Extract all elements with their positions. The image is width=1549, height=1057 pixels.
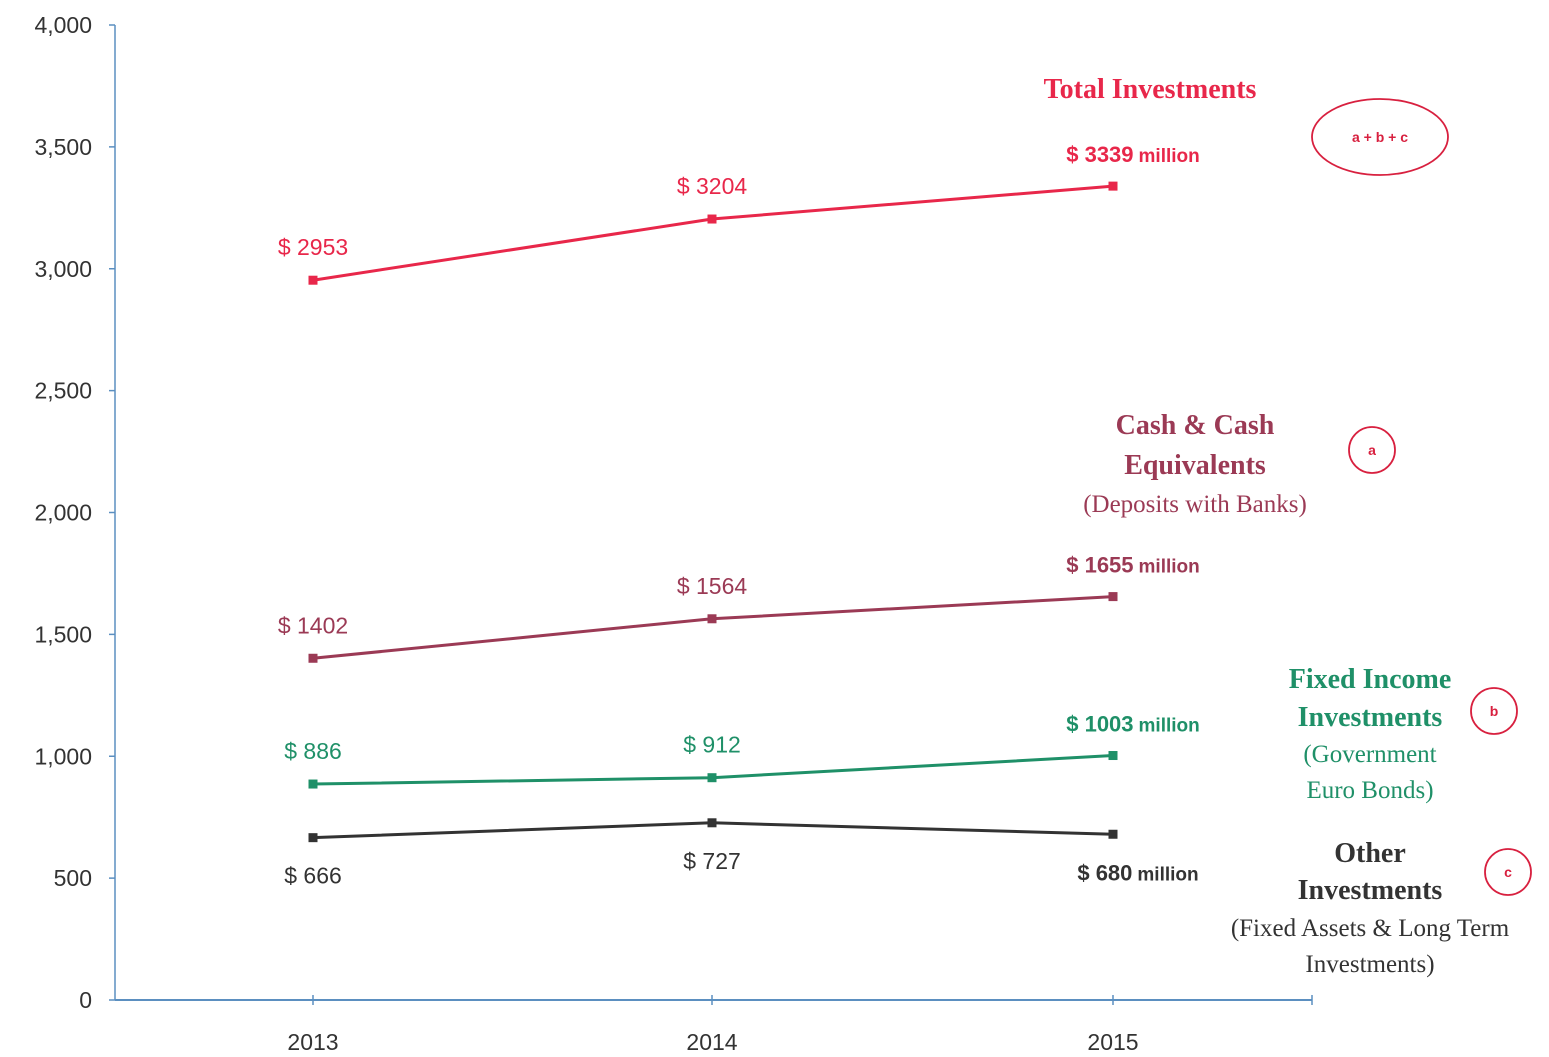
data-label-fixed: $ 886: [284, 738, 342, 764]
annotation-total: Total Investments a + b + c: [1044, 74, 1449, 176]
y-tick-label: 3,000: [34, 256, 92, 282]
chart-series: $ 2953$ 3204$ 3339 million$ 1402$ 1564$ 1…: [278, 142, 1200, 889]
series-fixed: $ 886 $ 912 $ 1003 million: [284, 712, 1200, 789]
data-point-cash: [308, 653, 318, 663]
data-label-cash: $ 1402: [278, 612, 348, 638]
series-cash: $ 1402 $ 1564 $ 1655 million: [278, 553, 1200, 663]
data-label-other: $ 680 million: [1077, 860, 1198, 885]
x-tick-label: 2014: [686, 1029, 737, 1055]
series-name-other: Other: [1334, 838, 1406, 869]
series-sublabel-cash: (Deposits with Banks): [1083, 491, 1307, 518]
data-point-other: [707, 818, 717, 828]
data-point-fixed: [308, 779, 318, 789]
data-label-total: $ 2953: [278, 234, 348, 260]
y-tick-label: 4,000: [34, 12, 92, 38]
annotation-cash: Cash & Cash Equivalents (Deposits with Ban…: [1083, 410, 1396, 518]
badge-label-other: c: [1504, 864, 1512, 880]
annotation-other: Other Investments (Fixed Assets & Long Ter…: [1231, 838, 1532, 978]
y-tick-label: 1,500: [34, 621, 92, 647]
annotation-fixed: Fixed Income Investments (Government Euro B…: [1289, 664, 1518, 804]
chart-axes: 0 500 1,000 1,500 2,000 2,500 3,000 3,500 4,000 2…: [34, 12, 1313, 1055]
data-point-other: [308, 833, 318, 843]
series-total: $ 2953 $ 3204 $ 3339 million: [278, 142, 1200, 285]
series-name-fixed: Fixed Income: [1289, 664, 1452, 695]
data-point-total: [1108, 181, 1118, 191]
data-label-cash: $ 1564: [677, 573, 748, 599]
y-tick-label: 500: [54, 865, 92, 891]
badge-ring-cash: [1348, 426, 1396, 474]
y-tick-label: 1,000: [34, 743, 92, 769]
series-line-cash: [312, 595, 1114, 660]
data-label-other: $ 727: [683, 848, 741, 874]
data-label-total: $ 3339 million: [1066, 142, 1200, 167]
badge-label-fixed: b: [1490, 703, 1499, 719]
series-sublabel-fixed: (Government: [1303, 741, 1436, 768]
data-label-other: $ 666: [284, 863, 342, 889]
x-tick-label: 2015: [1087, 1029, 1138, 1055]
x-tick-label: 2013: [287, 1029, 338, 1055]
badge-ring-total: [1311, 98, 1449, 176]
series-name-total: Total Investments: [1044, 74, 1257, 105]
data-label-fixed: $ 1003 million: [1066, 712, 1200, 737]
series-other: $ 666 $ 727 $ 680 million: [284, 818, 1199, 889]
badge-label-cash: a: [1368, 442, 1376, 458]
series-sublabel-other: Investments): [1305, 951, 1434, 978]
series-sublabel-fixed: Euro Bonds): [1306, 777, 1433, 804]
series-name-cash: Equivalents: [1124, 450, 1266, 481]
data-point-fixed: [1108, 751, 1118, 761]
series-line-total: [312, 184, 1114, 282]
data-point-total: [707, 214, 717, 224]
data-point-fixed: [707, 773, 717, 783]
y-tick-label: 2,500: [34, 378, 92, 404]
data-point-cash: [1108, 592, 1118, 602]
data-label-fixed: $ 912: [683, 732, 741, 758]
series-name-cash: Cash & Cash: [1116, 410, 1275, 441]
data-point-cash: [707, 614, 717, 624]
badge-ring-fixed: [1470, 687, 1518, 735]
badge-label-total: a + b + c: [1352, 129, 1408, 145]
data-point-other: [1108, 829, 1118, 839]
y-tick-label: 3,500: [34, 134, 92, 160]
data-label-total: $ 3204: [677, 173, 748, 199]
y-tick-label: 2,000: [34, 500, 92, 526]
series-sublabel-other: (Fixed Assets & Long Term: [1231, 915, 1510, 942]
series-name-other: Investments: [1298, 875, 1443, 906]
data-label-cash: $ 1655 million: [1066, 553, 1200, 578]
data-point-total: [308, 275, 318, 285]
series-annotations: Total Investments a + b + c Cash & Cash Equ…: [1044, 74, 1532, 978]
y-tick-label: 0: [79, 987, 92, 1013]
badge-ring-other: [1484, 848, 1532, 896]
series-name-fixed: Investments: [1298, 702, 1443, 733]
